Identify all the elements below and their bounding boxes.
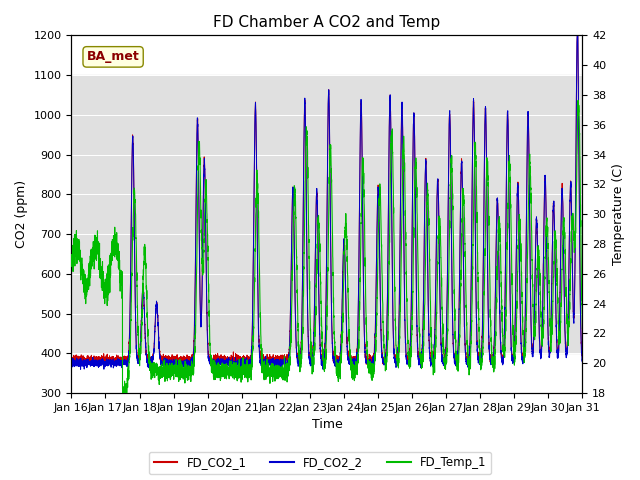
- Y-axis label: CO2 (ppm): CO2 (ppm): [15, 180, 28, 248]
- X-axis label: Time: Time: [312, 419, 342, 432]
- Bar: [72, 75, 582, 353]
- Y-axis label: Temperature (C): Temperature (C): [612, 163, 625, 265]
- Text: BA_met: BA_met: [87, 50, 140, 63]
- Legend: FD_CO2_1, FD_CO2_2, FD_Temp_1: FD_CO2_1, FD_CO2_2, FD_Temp_1: [149, 452, 491, 474]
- Title: FD Chamber A CO2 and Temp: FD Chamber A CO2 and Temp: [213, 15, 440, 30]
